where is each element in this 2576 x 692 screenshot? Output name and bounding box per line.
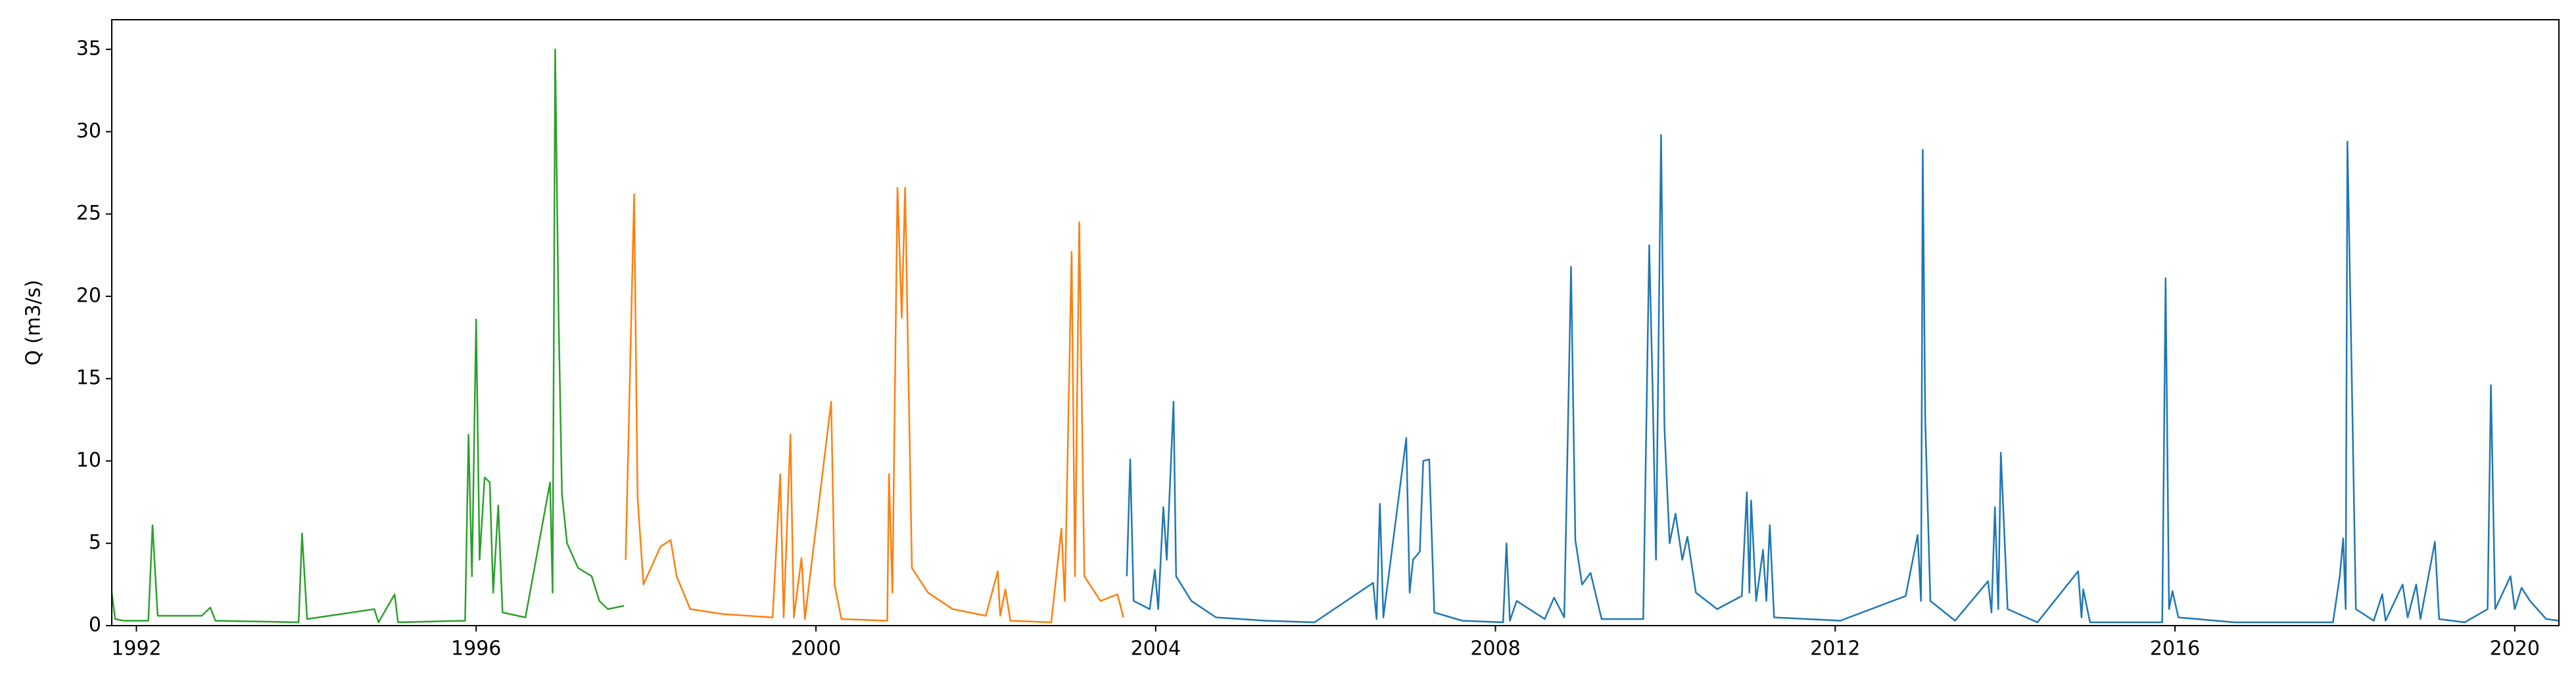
x-tick-label: 2004 [1131,637,1181,660]
series-line [112,48,625,624]
x-tick-label: 2008 [1470,637,1520,660]
series-line [625,187,1124,624]
y-tick-label: 5 [89,531,101,554]
x-tick-label: 2016 [2150,637,2200,660]
y-tick-label: 10 [76,449,101,472]
plot-frame [111,19,2560,626]
y-tick-label: 25 [76,202,101,225]
x-tick-label: 2020 [2490,637,2540,660]
y-axis-label: Q (m3/s) [22,280,45,366]
series-line [1126,134,2559,624]
y-tick-label: 15 [76,367,101,390]
y-tick-label: 30 [76,120,101,143]
y-tick-label: 20 [76,284,101,307]
y-tick-label: 35 [76,37,101,60]
x-tick-label: 2000 [791,637,841,660]
x-tick-label: 1992 [111,637,161,660]
x-tick-label: 1996 [451,637,501,660]
x-tick-label: 2012 [1810,637,1860,660]
y-tick-label: 0 [89,614,101,637]
